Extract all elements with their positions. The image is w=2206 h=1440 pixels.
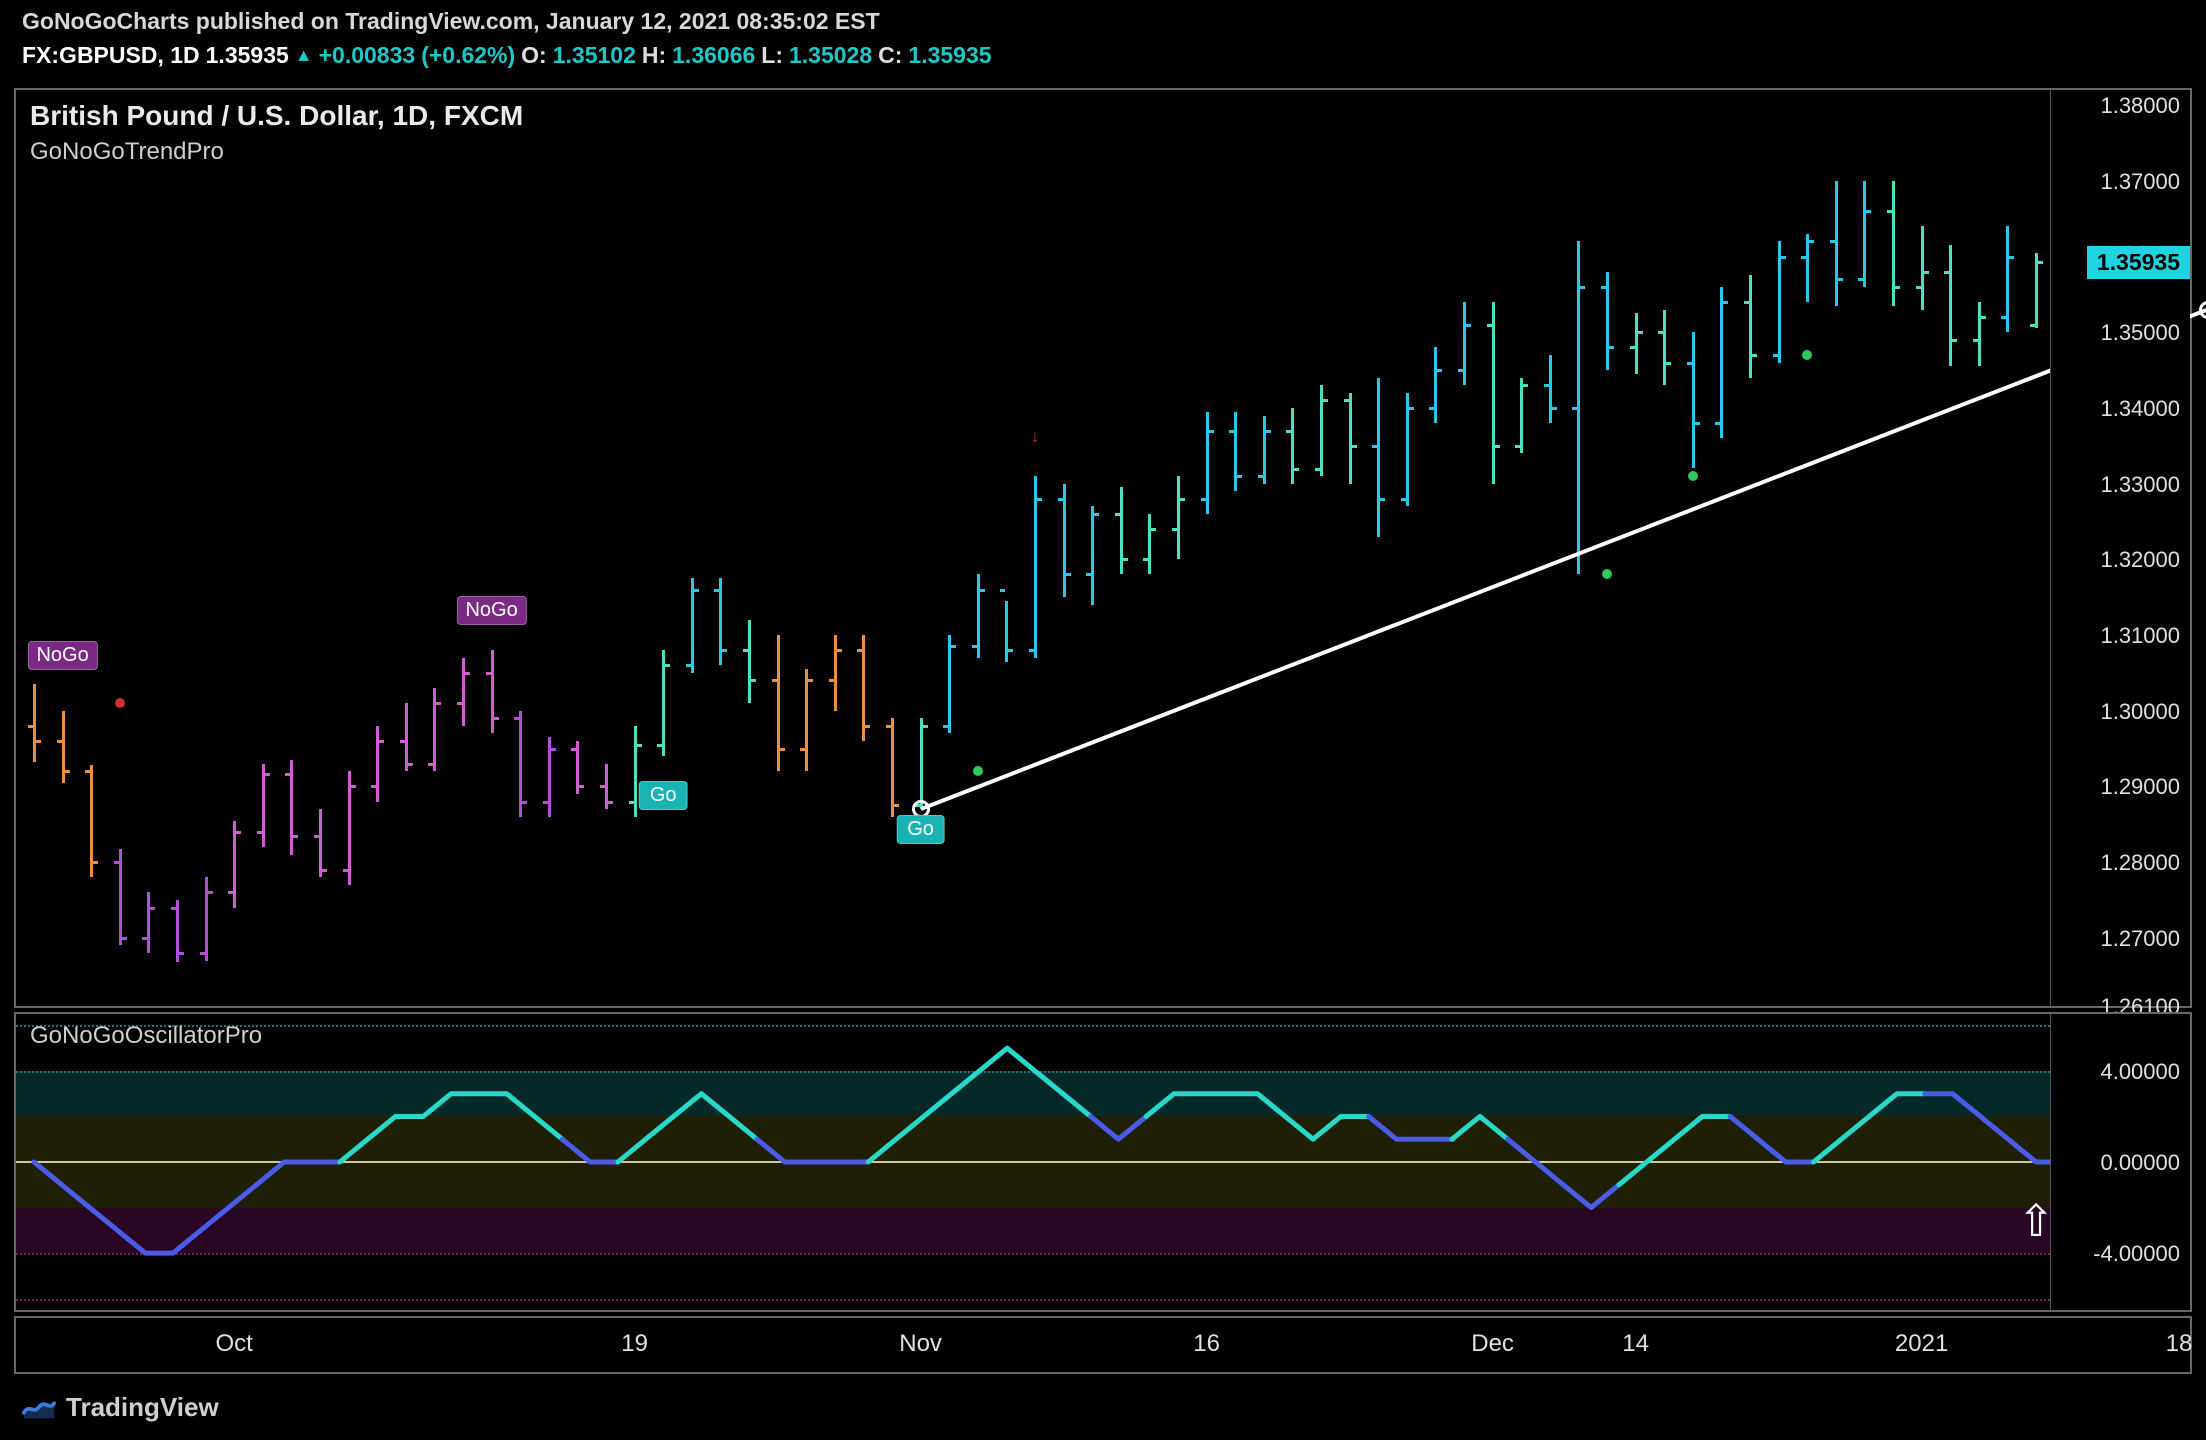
symbol-bar: FX:GBPUSD, 1D 1.35935 ▲ +0.00833 (+0.62%… — [22, 42, 992, 69]
price-ytick: 1.29000 — [2100, 774, 2180, 800]
arrow-up-icon: ⇧ — [2018, 1196, 2050, 1247]
price-plot[interactable]: NoGo NoGo Go Go ↓ — [16, 90, 2050, 1006]
oscillator-name: GoNoGoOscillatorPro — [30, 1022, 262, 1050]
time-axis-labels: Oct19Nov16Dec14202118 — [16, 1318, 2050, 1372]
price-ytick: 1.38000 — [2100, 93, 2180, 119]
close-val: 1.35935 — [908, 42, 991, 69]
open-label: O: — [521, 42, 547, 69]
price-badge: 1.35935 — [2087, 246, 2190, 279]
low-val: 1.35028 — [789, 42, 872, 69]
brand-name: TradingView — [66, 1392, 219, 1423]
high-val: 1.36066 — [672, 42, 755, 69]
oscillator-plot[interactable]: ⇧ — [16, 1014, 2050, 1310]
published-line: GoNoGoCharts published on TradingView.co… — [22, 8, 880, 35]
time-axis-label: 19 — [621, 1330, 648, 1358]
close-label: C: — [878, 42, 902, 69]
time-axis-label: Nov — [899, 1330, 942, 1358]
price-ytick: 1.32000 — [2100, 547, 2180, 573]
time-axis-label: 2021 — [1895, 1330, 1948, 1358]
footer: TradingView — [22, 1390, 219, 1424]
low-label: L: — [761, 42, 783, 69]
price-ytick: 1.35000 — [2100, 320, 2180, 346]
arrow-down-icon: ↓ — [1031, 426, 1040, 447]
signal-dot — [115, 698, 125, 708]
time-axis-label: 18 — [2166, 1330, 2193, 1358]
up-triangle-icon: ▲ — [295, 45, 313, 66]
price-ytick: 1.28000 — [2100, 850, 2180, 876]
signal-dot — [1602, 569, 1612, 579]
signal-dot — [973, 766, 983, 776]
price-ytick: 1.37000 — [2100, 169, 2180, 195]
time-axis-label: 16 — [1193, 1330, 1220, 1358]
price-pane[interactable]: NoGo NoGo Go Go ↓ British Pound / U.S. Dolla… — [14, 88, 2192, 1008]
oscillator-ytick: 4.00000 — [2100, 1059, 2180, 1085]
chart-title: British Pound / U.S. Dollar, 1D, FXCM — [30, 100, 523, 132]
time-axis-label: Dec — [1471, 1330, 1514, 1358]
nogo-label: NoGo — [456, 596, 526, 625]
price-ytick: 1.27000 — [2100, 926, 2180, 952]
price-ytick: 1.33000 — [2100, 472, 2180, 498]
change-abs: +0.00833 — [319, 42, 416, 69]
chart-root: GoNoGoCharts published on TradingView.co… — [0, 0, 2206, 1440]
trendline[interactable] — [920, 308, 2206, 811]
signal-dot — [1688, 471, 1698, 481]
price-ytick: 1.31000 — [2100, 623, 2180, 649]
time-axis-label: Oct — [216, 1330, 253, 1358]
go-label: Go — [896, 815, 945, 844]
oscillator-ytick: -4.00000 — [2093, 1241, 2180, 1267]
signal-dot — [1802, 350, 1812, 360]
oscillator-line — [16, 1014, 2050, 1310]
indicator-name: GoNoGoTrendPro — [30, 138, 224, 166]
time-axis[interactable]: Oct 19 Nov 16 Dec 14 2021 18 — [14, 1316, 2192, 1374]
go-label: Go — [639, 781, 688, 810]
price-ytick: 1.34000 — [2100, 396, 2180, 422]
price-yaxis[interactable]: 1.261001.270001.280001.290001.300001.310… — [2050, 90, 2190, 1006]
change-pct: (+0.62%) — [421, 42, 515, 69]
oscillator-pane[interactable]: ⇧ GoNoGoOscillatorPro -4.00000 0.00000 4.0… — [14, 1012, 2192, 1312]
time-axis-label: 14 — [1622, 1330, 1649, 1358]
nogo-label: NoGo — [27, 641, 97, 670]
price-ytick: 1.30000 — [2100, 699, 2180, 725]
symbol: FX:GBPUSD, 1D — [22, 42, 200, 69]
high-label: H: — [642, 42, 666, 69]
oscillator-yaxis[interactable]: -4.00000 0.00000 4.00000 — [2050, 1014, 2190, 1310]
oscillator-ytick: 0.00000 — [2100, 1150, 2180, 1176]
tradingview-logo-icon — [22, 1390, 56, 1424]
trendline-handle[interactable] — [2199, 301, 2206, 319]
open-val: 1.35102 — [553, 42, 636, 69]
last-price: 1.35935 — [206, 42, 289, 69]
